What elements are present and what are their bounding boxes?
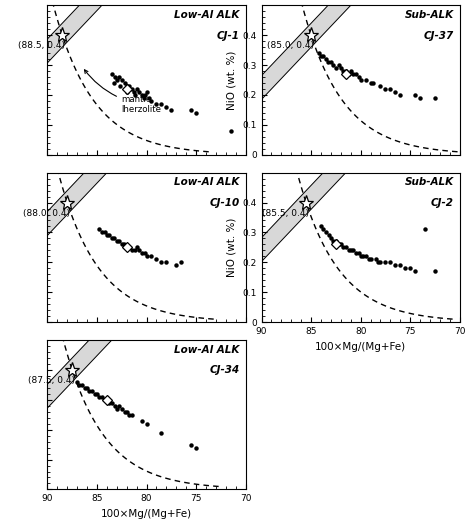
X-axis label: 100×Mg/(Mg+Fe): 100×Mg/(Mg+Fe) bbox=[101, 509, 192, 519]
Polygon shape bbox=[27, 173, 107, 256]
Text: Sub-ALK: Sub-ALK bbox=[405, 10, 454, 20]
Text: (88.5, 0.4): (88.5, 0.4) bbox=[18, 41, 65, 50]
Text: Low-Al ALK: Low-Al ALK bbox=[174, 345, 240, 354]
Y-axis label: NiO (wt. %): NiO (wt. %) bbox=[227, 51, 237, 110]
Text: (85.0, 0.4): (85.0, 0.4) bbox=[267, 41, 314, 50]
Text: CJ-2: CJ-2 bbox=[431, 198, 454, 208]
Text: CJ-1: CJ-1 bbox=[217, 31, 240, 41]
Text: (88.0, 0.4): (88.0, 0.4) bbox=[23, 209, 70, 218]
Polygon shape bbox=[27, 5, 101, 84]
Text: CJ-37: CJ-37 bbox=[424, 31, 454, 41]
Polygon shape bbox=[242, 173, 345, 282]
Polygon shape bbox=[242, 5, 350, 120]
Text: CJ-34: CJ-34 bbox=[210, 365, 240, 376]
Text: Sub-ALK: Sub-ALK bbox=[405, 177, 454, 187]
Polygon shape bbox=[27, 340, 111, 429]
Text: Low-Al ALK: Low-Al ALK bbox=[174, 177, 240, 187]
Text: (87.5, 0.4): (87.5, 0.4) bbox=[28, 376, 75, 385]
Text: mantle
lherzolite: mantle lherzolite bbox=[84, 70, 162, 114]
X-axis label: 100×Mg/(Mg+Fe): 100×Mg/(Mg+Fe) bbox=[315, 342, 406, 352]
Text: (85.5, 0.4): (85.5, 0.4) bbox=[262, 209, 309, 218]
Text: CJ-10: CJ-10 bbox=[210, 198, 240, 208]
Y-axis label: NiO (wt. %): NiO (wt. %) bbox=[227, 218, 237, 277]
Text: Low-Al ALK: Low-Al ALK bbox=[174, 10, 240, 20]
